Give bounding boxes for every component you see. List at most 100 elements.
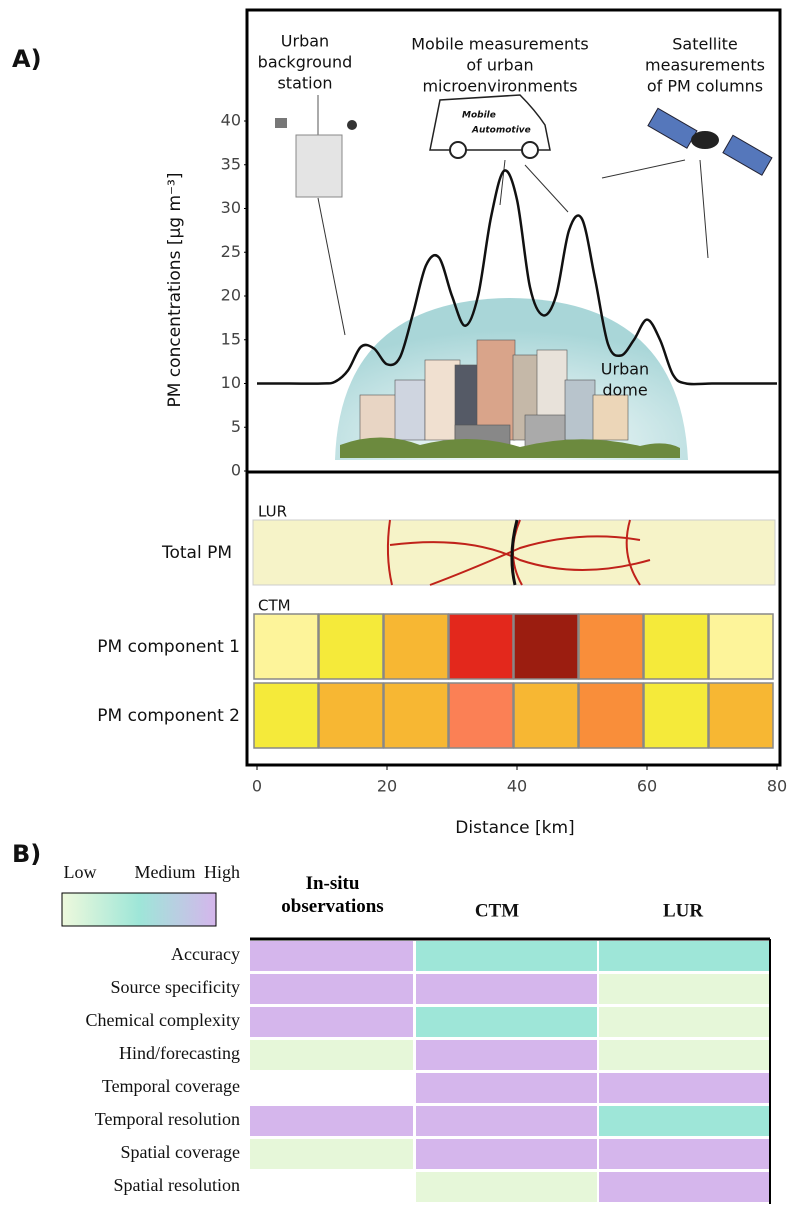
column-header: CTM (475, 900, 519, 921)
annotation: Satellite (672, 35, 738, 54)
row-label: Hind/forecasting (119, 1043, 240, 1063)
rating-cell (416, 941, 597, 971)
row-label: Total PM (161, 543, 232, 563)
x-tick-label: 60 (637, 777, 657, 796)
rating-cell (599, 974, 769, 1004)
ctm-cell (383, 613, 449, 680)
rating-cell (599, 1007, 769, 1037)
van (429, 94, 551, 159)
ctm-cell (708, 682, 774, 749)
rating-cell (599, 1172, 769, 1202)
ctm-cell (513, 613, 579, 680)
annotation: Urban (601, 360, 649, 379)
legend-label: Low (64, 862, 97, 882)
rating-cell (250, 1139, 413, 1169)
rating-cell (250, 1040, 413, 1070)
ctm-cell (578, 682, 644, 749)
y-tick-label: 30 (221, 198, 241, 217)
y-tick-label: 0 (231, 461, 241, 480)
rating-cell (416, 974, 597, 1004)
annotation: Urban (281, 32, 329, 51)
annotation: station (277, 74, 332, 93)
y-tick-label: 40 (221, 111, 241, 130)
pointer-lines (317, 159, 709, 336)
rating-cell (250, 1007, 413, 1037)
van-label: Mobile (462, 111, 496, 121)
rating-cell (250, 1106, 413, 1136)
ctm-cell (448, 613, 514, 680)
ctm-cell (253, 613, 319, 680)
rating-cell (250, 974, 413, 1004)
city (359, 339, 629, 451)
column-header-box: In-situ observations (281, 873, 384, 917)
column-header: In-situ observations (281, 873, 384, 917)
y-tick-label: 25 (221, 242, 241, 261)
rating-cell (599, 1139, 769, 1169)
rating-cell (416, 1073, 597, 1103)
pm-curve (256, 169, 777, 386)
ctm-cell (513, 682, 579, 749)
rating-cell (416, 1106, 597, 1136)
ctm-cell (448, 682, 514, 749)
ctm-cell (383, 682, 449, 749)
y-tick-label: 20 (221, 286, 241, 305)
van-label: Automotive (471, 126, 531, 136)
rating-cell (416, 1007, 597, 1037)
panel-label: B) (12, 840, 41, 868)
row-label: Spatial resolution (114, 1175, 240, 1195)
illustrations (275, 94, 773, 460)
rating-cell (599, 1040, 769, 1070)
legend-gradient (61, 892, 217, 927)
legend-label: High (204, 862, 240, 882)
trees (340, 437, 680, 458)
annotation: dome (602, 381, 647, 400)
x-tick-label: 20 (377, 777, 397, 796)
panel-a-lower-frame (245, 470, 782, 767)
y-tick-label: 5 (231, 417, 241, 436)
rating-cell (416, 1172, 597, 1202)
row-label: Temporal resolution (95, 1109, 240, 1129)
row-label: Accuracy (171, 944, 240, 964)
annotation: of urban (466, 56, 533, 75)
ctm-cell (643, 682, 709, 749)
satellite (647, 107, 773, 176)
ctm-cell (253, 682, 319, 749)
annotation: measurements (645, 56, 765, 75)
station (275, 95, 357, 198)
rating-cell (416, 1139, 597, 1169)
ctm-cell (318, 613, 384, 680)
lur-map (252, 519, 776, 586)
model-label: CTM (258, 597, 291, 615)
column-header: LUR (663, 900, 703, 921)
y-axis-label: PM concentrations [µg m⁻³] (165, 173, 185, 408)
row-label: PM component 1 (97, 637, 240, 657)
row-label: Spatial coverage (121, 1142, 240, 1162)
annotation: of PM columns (647, 77, 763, 96)
row-label: Temporal coverage (102, 1076, 240, 1096)
row-label: PM component 2 (97, 706, 240, 726)
ctm-cell (318, 682, 384, 749)
y-tick-label: 15 (221, 329, 241, 348)
x-tick-label: 80 (767, 777, 787, 796)
rating-cell (599, 1106, 769, 1136)
x-tick-label: 0 (252, 777, 262, 796)
x-tick-label: 40 (507, 777, 527, 796)
rating-cell (250, 941, 413, 971)
legend-label: Medium (135, 862, 196, 882)
rating-cell (599, 1073, 769, 1103)
rating-cell (416, 1040, 597, 1070)
ctm-cell (578, 613, 644, 680)
y-tick-label: 35 (221, 154, 241, 173)
row-label: Source specificity (111, 977, 240, 997)
annotation: background (258, 53, 353, 72)
model-label: LUR (258, 503, 287, 521)
y-tick-label: 10 (221, 373, 241, 392)
ctm-cell (643, 613, 709, 680)
annotation: microenvironments (422, 77, 577, 96)
annotation: Mobile measurements (411, 35, 589, 54)
x-axis-label: Distance [km] (455, 818, 574, 838)
row-label: Chemical complexity (86, 1010, 240, 1030)
ctm-cell (708, 613, 774, 680)
rating-cell (599, 941, 769, 971)
